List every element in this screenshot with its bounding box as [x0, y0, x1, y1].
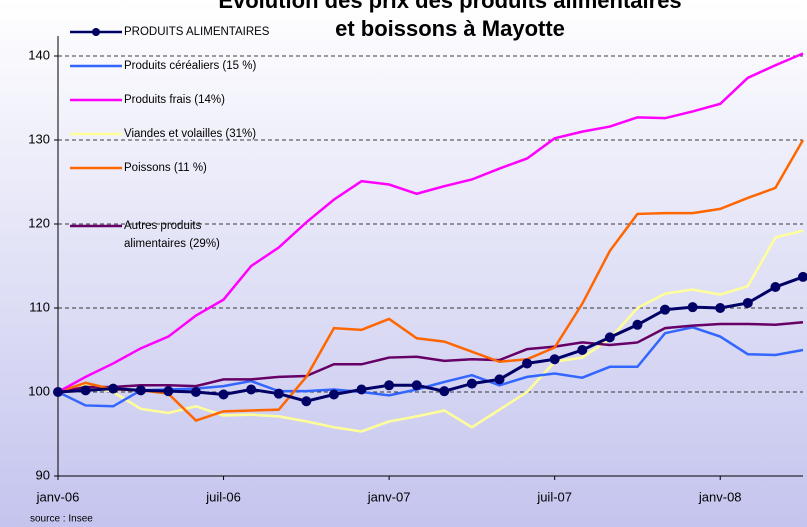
series-marker: [384, 380, 395, 391]
legend-label: Autres produits alimentaires (29%): [124, 220, 220, 250]
chart-title: Evolution des prix des produits alimenta…: [218, 0, 681, 13]
series-marker: [356, 384, 367, 395]
series-marker: [411, 380, 422, 391]
legend-item: Produits céréaliers (15 %): [124, 60, 257, 72]
series-marker: [466, 378, 477, 389]
x-tick-label: janv-06: [36, 489, 80, 504]
legend-item: Autres produits alimentaires (29%): [124, 220, 220, 250]
series-marker: [108, 383, 119, 394]
series-marker: [328, 389, 339, 400]
series-line: [57, 326, 804, 408]
series-marker: [80, 385, 91, 396]
series-marker: [163, 386, 174, 397]
legend-marker: [92, 28, 100, 36]
y-tick-label: 110: [29, 299, 50, 314]
series-marker: [604, 332, 615, 343]
y-tick-label: 90: [36, 467, 50, 482]
legend-item: PRODUITS ALIMENTAIRES: [124, 26, 270, 38]
series-marker: [135, 385, 146, 396]
x-tick-label: janv-07: [367, 489, 411, 504]
series-line: [57, 321, 804, 394]
series-marker: [301, 396, 312, 407]
x-tick-label: juil-07: [536, 489, 572, 504]
series-marker: [660, 304, 671, 315]
chart-title: et boissons à Mayotte: [335, 16, 565, 41]
series-line: [57, 229, 804, 433]
series-marker: [549, 354, 560, 365]
series-marker: [687, 302, 698, 313]
series-marker: [494, 374, 505, 385]
legend-item: Produits frais (14%): [124, 94, 225, 106]
series-marker: [522, 358, 533, 369]
series-marker: [273, 388, 284, 399]
legend-item: Viandes et volailles (31%): [124, 128, 257, 140]
series-marker: [246, 384, 257, 395]
series-marker: [770, 282, 781, 292]
legend-label: Produits céréaliers (15 %): [124, 60, 257, 72]
legend-label: Poissons (11 %): [124, 162, 207, 174]
y-tick-label: 140: [28, 47, 50, 62]
series-marker: [439, 386, 450, 397]
series-marker: [632, 319, 643, 330]
series-marker: [53, 387, 63, 397]
y-tick-label: 100: [28, 383, 50, 398]
series-marker: [715, 303, 726, 313]
series-marker: [218, 389, 229, 400]
legend-label: Produits frais (14%): [124, 94, 225, 106]
series-marker: [577, 345, 588, 355]
source: source : Insee: [30, 514, 93, 525]
series-line: [57, 275, 804, 403]
legend-label: Viandes et volailles (31%): [124, 128, 257, 140]
x-tick-label: janv-08: [698, 489, 742, 504]
series-line: [57, 52, 804, 394]
series-marker: [190, 387, 201, 397]
y-tick-label: 120: [28, 215, 50, 230]
series-marker: [798, 271, 807, 282]
y-tick-label: 130: [28, 131, 50, 146]
legend-item: Poissons (11 %): [124, 162, 207, 174]
series-line: [57, 139, 805, 422]
x-tick-label: juil-06: [205, 489, 241, 504]
series-marker: [742, 297, 753, 308]
legend-label: PRODUITS ALIMENTAIRES: [124, 26, 270, 38]
